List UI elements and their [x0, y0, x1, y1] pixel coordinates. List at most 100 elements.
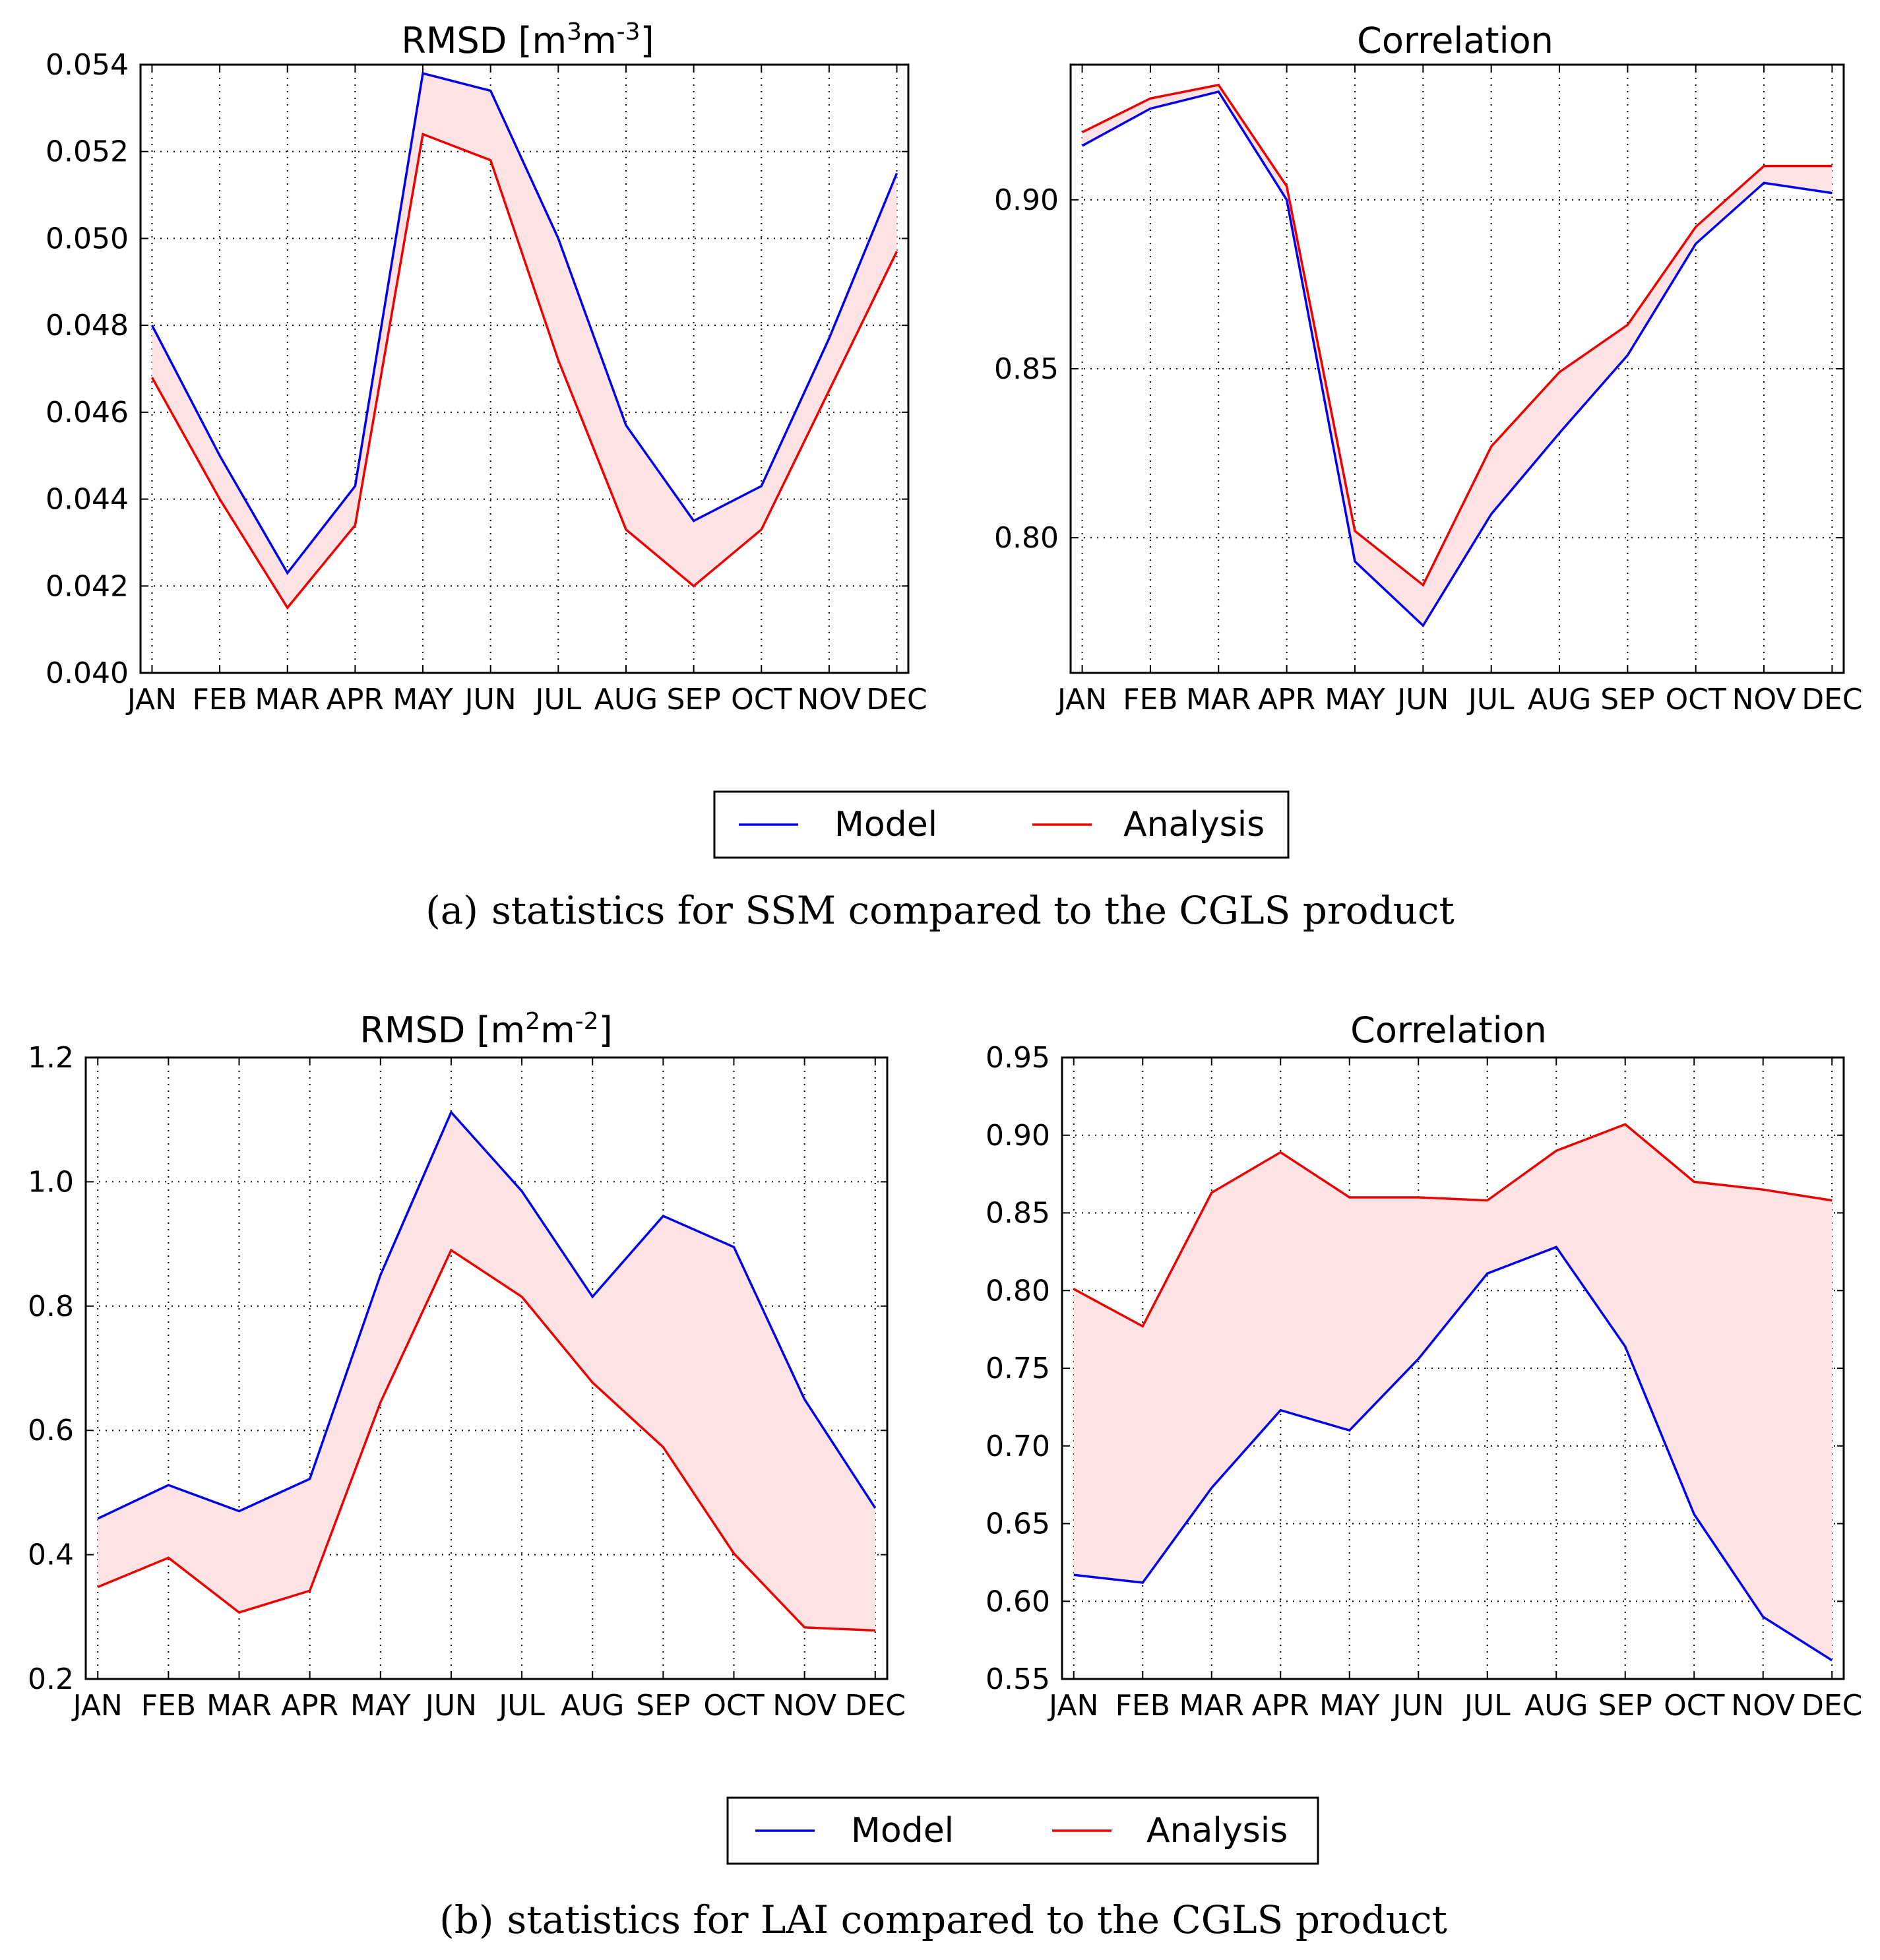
- y-tick-label: 0.048: [46, 309, 129, 342]
- x-tick-label: AUG: [1528, 683, 1591, 716]
- x-tick-label: JUN: [1395, 683, 1449, 716]
- y-tick-label: 0.65: [986, 1507, 1050, 1541]
- caption-a: (a) statistics for SSM compared to the CG…: [425, 888, 1455, 933]
- y-tick-label: 0.8: [28, 1290, 74, 1323]
- x-tick-label: MAR: [206, 1689, 272, 1723]
- x-tick-label: OCT: [703, 1689, 764, 1723]
- chart-title: Correlation: [1357, 20, 1553, 61]
- panel-ssm-rmsd: RMSD [m3m-3] JAN FEB MAR APR MAY JUN JUL AUG SEP…: [46, 18, 927, 716]
- y-tick-label: 0.95: [986, 1041, 1050, 1075]
- y-tick-label: 0.80: [994, 521, 1059, 555]
- x-tick-label: FEB: [141, 1689, 196, 1723]
- y-tick-label: 1.0: [28, 1165, 74, 1199]
- y-tick-label: 0.85: [986, 1197, 1050, 1230]
- x-tick-label: SEP: [1598, 1689, 1652, 1723]
- x-tick-label: MAR: [1186, 683, 1251, 716]
- x-tick-label: MAY: [350, 1689, 411, 1723]
- y-tick-label: 0.4: [28, 1538, 74, 1572]
- chart-title: RMSD [m2m-2]: [360, 1008, 612, 1051]
- series-line-model: [1073, 1246, 1833, 1662]
- x-tick-label: APR: [327, 683, 384, 716]
- x-tick-label: DEC: [866, 683, 927, 716]
- x-tick-label: NOV: [797, 683, 861, 716]
- x-tick-label: JAN: [125, 683, 177, 716]
- x-tick-label: AUG: [594, 683, 658, 716]
- x-tick-label: FEB: [1123, 683, 1177, 716]
- x-tick-label: JUN: [463, 683, 517, 716]
- x-tick-label: APR: [1258, 683, 1315, 716]
- x-tick-label: JUN: [1391, 1689, 1444, 1723]
- y-tick-label: 0.60: [986, 1585, 1050, 1618]
- series-line-model: [97, 1110, 877, 1520]
- y-tick-label: 0.70: [986, 1430, 1050, 1463]
- x-tick-label: AUG: [1524, 1689, 1588, 1723]
- x-tick-label: AUG: [561, 1689, 624, 1723]
- x-tick-label: SEP: [1600, 683, 1654, 716]
- y-tick-label: 0.75: [986, 1352, 1050, 1385]
- legend-frame: [713, 790, 1290, 859]
- x-tick-label: OCT: [1664, 1689, 1724, 1723]
- legend-b: Model Analysis: [726, 1796, 1319, 1865]
- chart-title: RMSD [m3m-3]: [401, 18, 654, 61]
- panel-lai-correlation: Correlation JAN FEB MAR APR MAY JUN JUL AUG SEP O…: [986, 1009, 1862, 1723]
- difference-band: [1082, 84, 1833, 626]
- difference-band: [1073, 1124, 1833, 1660]
- y-tick-label: 0.040: [46, 656, 129, 690]
- caption-b: (b) statistics for LAI compared to the CG…: [439, 1897, 1447, 1942]
- x-tick-label: APR: [1252, 1689, 1309, 1723]
- x-tick-label: MAY: [392, 683, 453, 716]
- y-tick-label: 0.046: [46, 396, 129, 429]
- y-tick-label: 0.2: [28, 1662, 74, 1696]
- x-tick-label: FEB: [192, 683, 247, 716]
- panel-ssm-correlation: Correlation JAN FEB MAR APR MAY JUN JUL AUG SEP O…: [994, 20, 1863, 716]
- difference-band: [98, 1112, 875, 1631]
- legend-analysis-label: Analysis: [1146, 1811, 1288, 1850]
- chart-title: Correlation: [1350, 1009, 1547, 1051]
- legend-model-label: Model: [851, 1811, 954, 1850]
- legend-analysis-label: Analysis: [1123, 805, 1265, 844]
- plot-frame: [84, 1056, 889, 1680]
- x-tick-label: MAR: [255, 683, 320, 716]
- y-tick-label: 0.90: [986, 1119, 1050, 1153]
- x-tick-label: DEC: [845, 1689, 906, 1723]
- x-tick-label: NOV: [1732, 683, 1796, 716]
- panel-lai-rmsd: RMSD [m2m-2] JAN FEB MAR APR MAY JUN JUL AUG SEP…: [28, 1008, 906, 1723]
- x-tick-label: SEP: [666, 683, 720, 716]
- x-tick-label: JUL: [497, 1689, 545, 1723]
- y-tick-label: 0.044: [46, 483, 129, 517]
- y-tick-label: 0.80: [986, 1274, 1050, 1308]
- series-line-analysis: [1081, 83, 1833, 587]
- difference-band: [152, 73, 897, 608]
- series-line-analysis: [150, 132, 898, 610]
- series-line-model: [1081, 90, 1833, 628]
- x-tick-label: MAY: [1325, 683, 1385, 716]
- x-tick-label: JAN: [1047, 1689, 1098, 1723]
- x-tick-label: JUL: [1466, 683, 1515, 716]
- x-tick-label: JAN: [71, 1689, 123, 1723]
- plot-frame: [139, 63, 910, 674]
- y-tick-label: 0.85: [994, 352, 1059, 386]
- y-tick-label: 0.054: [46, 48, 129, 82]
- y-tick-label: 0.052: [46, 135, 129, 169]
- y-tick-label: 0.6: [28, 1414, 74, 1447]
- x-tick-label: JUN: [423, 1689, 477, 1723]
- series-line-analysis: [97, 1248, 875, 1632]
- legend-frame: [726, 1796, 1319, 1865]
- x-tick-label: FEB: [1115, 1689, 1170, 1723]
- x-tick-label: JUL: [1462, 1689, 1511, 1723]
- y-tick-label: 0.050: [46, 222, 129, 255]
- x-tick-label: MAR: [1179, 1689, 1244, 1723]
- x-tick-label: JAN: [1055, 683, 1107, 716]
- y-tick-label: 0.90: [994, 183, 1059, 217]
- x-tick-label: JUL: [533, 683, 581, 716]
- x-tick-label: DEC: [1802, 683, 1862, 716]
- x-tick-label: APR: [281, 1689, 338, 1723]
- series-line-model: [150, 72, 898, 575]
- legend-a: Model Analysis: [713, 790, 1290, 859]
- y-tick-label: 0.042: [46, 569, 129, 603]
- x-tick-label: NOV: [772, 1689, 836, 1723]
- x-tick-label: OCT: [731, 683, 792, 716]
- x-tick-label: MAY: [1319, 1689, 1380, 1723]
